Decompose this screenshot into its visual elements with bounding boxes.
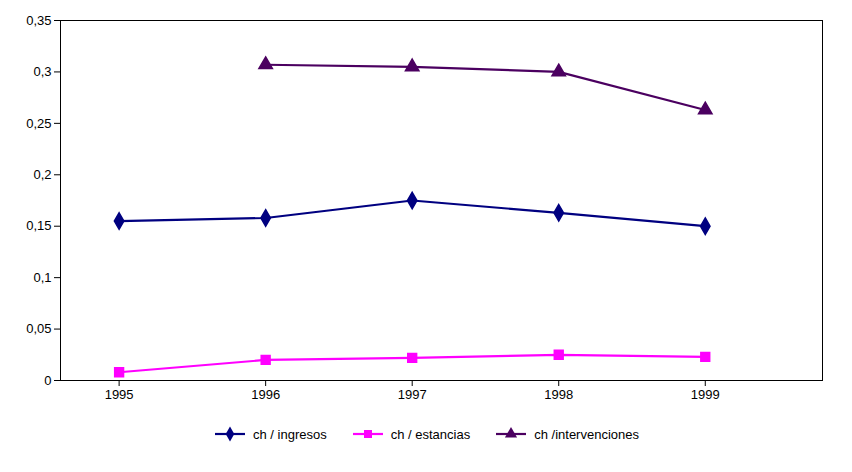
svg-text:0,35: 0,35 [26,13,51,28]
svg-text:0,1: 0,1 [33,270,51,285]
html-text:ch /intervenciones: ch /intervenciones [534,426,639,442]
svg-text:0,05: 0,05 [26,321,51,336]
svg-text:1995: 1995 [105,387,134,402]
svg-text:0: 0 [44,373,51,388]
html-text:ch / estancias: ch / estancias [390,426,471,442]
svg-text:0,3: 0,3 [33,64,51,79]
svg-text:0,2: 0,2 [33,167,51,182]
svg-text:1997: 1997 [398,387,427,402]
svg-text:0,15: 0,15 [26,218,51,233]
svg-text:0,25: 0,25 [26,116,51,131]
svg-text:1999: 1999 [691,387,720,402]
html-text:ch / ingresos: ch / ingresos [253,426,327,442]
svg-text:1996: 1996 [251,387,280,402]
svg-text:1998: 1998 [544,387,573,402]
